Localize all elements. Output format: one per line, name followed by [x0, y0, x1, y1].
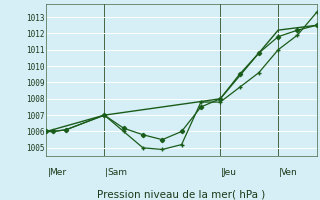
Text: Ven: Ven	[281, 168, 298, 177]
Text: |: |	[46, 168, 52, 177]
Text: Mer: Mer	[49, 168, 66, 177]
Text: Jeu: Jeu	[223, 168, 237, 177]
Text: Pression niveau de la mer( hPa ): Pression niveau de la mer( hPa )	[98, 189, 266, 199]
Text: |: |	[220, 168, 225, 177]
Text: Sam: Sam	[107, 168, 127, 177]
Text: |: |	[104, 168, 109, 177]
Text: |: |	[278, 168, 283, 177]
